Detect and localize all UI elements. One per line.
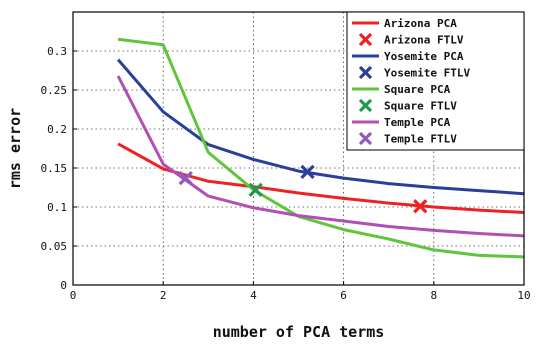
- y-tick-label: 0.2: [47, 123, 67, 136]
- legend-swatch-square-ftlv: [358, 98, 373, 113]
- x-tick-label: 4: [250, 289, 257, 302]
- x-axis-label: number of PCA terms: [213, 323, 385, 341]
- axis-ticks: 0 2 4 6 8 10 0 0.05 0.1 0.15 0.2 0.25 0.3: [41, 45, 531, 302]
- legend-label-yosemite-pca: Yosemite PCA: [384, 50, 464, 63]
- square-pca-line: [117, 37, 525, 259]
- y-tick-label: 0.1: [47, 201, 67, 214]
- x-tick-label: 2: [160, 289, 167, 302]
- yosemite-ftlv-marker: [300, 164, 315, 180]
- yosemite-pca-line: [116, 58, 525, 196]
- x-tick-label: 10: [517, 289, 530, 302]
- square-ftlv-marker: [248, 182, 263, 197]
- x-tick-label: 8: [430, 289, 437, 302]
- x-tick-label: 0: [70, 289, 77, 302]
- legend-label-arizona-ftlv: Arizona FTLV: [384, 34, 464, 47]
- y-tick-label: 0.05: [41, 240, 68, 253]
- y-axis-label: rms error: [6, 108, 24, 189]
- arizona-pca-line: [117, 142, 525, 214]
- legend-box: [346, 11, 525, 151]
- y-tick-label: 0.15: [41, 162, 68, 175]
- legend-swatch-arizona-ftlv: [358, 32, 373, 47]
- y-tick-label: 0.25: [41, 84, 68, 97]
- temple-ftlv-marker: [178, 171, 193, 186]
- arizona-ftlv-marker: [413, 199, 428, 214]
- legend: Arizona PCA Arizona FTLV Yosemite PCA Yosem…: [346, 11, 525, 151]
- x-tick-label: 6: [340, 289, 347, 302]
- legend-label-square-pca: Square PCA: [384, 83, 451, 96]
- legend-label-arizona-pca: Arizona PCA: [384, 17, 457, 30]
- legend-label-square-ftlv: Square FTLV: [384, 100, 457, 113]
- legend-swatch-temple-ftlv: [358, 131, 373, 146]
- series-group: [116, 37, 525, 259]
- legend-label-temple-ftlv: Temple FTLV: [384, 133, 457, 146]
- legend-swatch-yosemite-ftlv: [358, 65, 373, 80]
- legend-label-temple-pca: Temple PCA: [384, 116, 451, 129]
- legend-label-yosemite-ftlv: Yosemite FTLV: [384, 67, 470, 80]
- y-tick-label: 0: [60, 279, 67, 292]
- y-tick-label: 0.3: [47, 45, 67, 58]
